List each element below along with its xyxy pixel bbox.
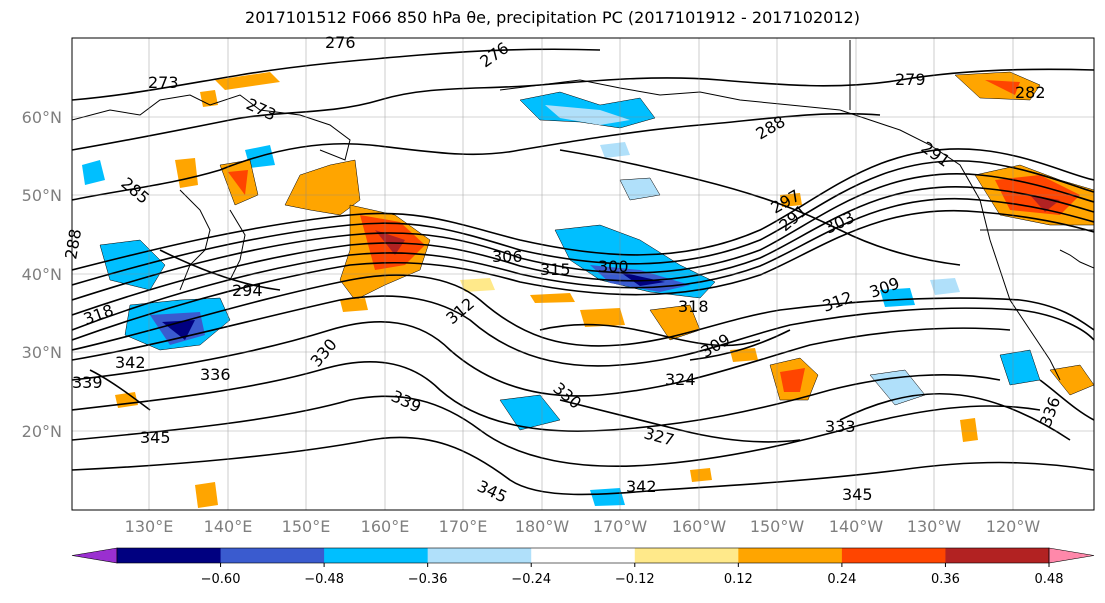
contour-label: 279 — [895, 70, 926, 89]
contour-label: 282 — [1015, 83, 1046, 102]
lon-label: 160°W — [672, 517, 727, 536]
latitude-labels: 60°N 50°N 40°N 30°N 20°N — [22, 108, 62, 441]
lon-label: 130°E — [125, 517, 174, 536]
lon-label: 170°E — [439, 517, 488, 536]
lon-label: 150°E — [282, 517, 331, 536]
contour-label: 333 — [825, 417, 856, 436]
colorbar-tick-label: −0.12 — [615, 572, 655, 587]
colorbar-frame — [116, 547, 1050, 564]
lat-label: 30°N — [22, 343, 62, 362]
colorbar-segment — [634, 548, 739, 563]
lon-label: 140°W — [829, 517, 884, 536]
contour-label: 273 — [148, 73, 179, 92]
colorbar-tick-label: 0.36 — [931, 572, 960, 587]
colorbar-tick-label: 0.24 — [827, 572, 856, 587]
lat-label: 20°N — [22, 422, 62, 441]
colorbar-segment — [324, 548, 429, 563]
contour-label: 315 — [540, 260, 571, 279]
colorbar-segment — [531, 548, 636, 563]
lon-label: 120°W — [986, 517, 1041, 536]
colorbar-tick-label: 0.12 — [724, 572, 753, 587]
contour-label: 339 — [72, 373, 103, 392]
lon-label: 140°E — [204, 517, 253, 536]
contour-label: 342 — [626, 477, 657, 496]
contour-label: 336 — [200, 365, 231, 384]
lon-label: 170°W — [593, 517, 648, 536]
map-title: 2017101512 F066 850 hPa θe, precipitatio… — [245, 8, 860, 27]
map-frame — [71, 37, 1095, 511]
colorbar-segment — [738, 548, 843, 563]
colorbar-tick-label: −0.60 — [201, 572, 241, 587]
lon-label: 180°W — [515, 517, 570, 536]
contour-label: 324 — [665, 370, 696, 389]
lon-label: 130°W — [907, 517, 962, 536]
colorbar-tick-label: 0.48 — [1035, 572, 1064, 587]
contour-label: 345 — [842, 485, 873, 504]
lat-label: 60°N — [22, 108, 62, 127]
lon-label: 160°E — [361, 517, 410, 536]
longitude-labels: 130°E 140°E 150°E 160°E 170°E 180°W 170°… — [125, 517, 1041, 536]
colorbar-tick-label: −0.48 — [304, 572, 344, 587]
colorbar-tick-label: −0.24 — [511, 572, 551, 587]
contour-label: 276 — [325, 33, 356, 52]
colorbar: −0.60 −0.48 −0.36 −0.24 −0.12 0.12 0.24 0.36 0.4… — [71, 547, 1095, 587]
contour-label: 300 — [598, 257, 629, 276]
coastlines — [72, 40, 1094, 381]
lon-label: 150°W — [750, 517, 805, 536]
contour-label: 342 — [115, 353, 146, 372]
lat-label: 40°N — [22, 265, 62, 284]
contour-label: 345 — [140, 428, 171, 447]
graticule — [72, 38, 1094, 510]
colorbar-segment — [117, 548, 222, 563]
colorbar-segment — [427, 548, 532, 563]
colorbar-segment — [841, 548, 946, 563]
contour-label: 318 — [678, 297, 709, 316]
contour-label: 294 — [232, 281, 263, 300]
contour-label: 306 — [492, 247, 523, 266]
colorbar-extend-high — [1048, 547, 1095, 564]
lat-label: 50°N — [22, 186, 62, 205]
colorbar-segment — [945, 548, 1050, 563]
colorbar-tick-label: −0.36 — [408, 572, 448, 587]
colorbar-segment — [220, 548, 325, 563]
colorbar-extend-low — [71, 547, 118, 564]
